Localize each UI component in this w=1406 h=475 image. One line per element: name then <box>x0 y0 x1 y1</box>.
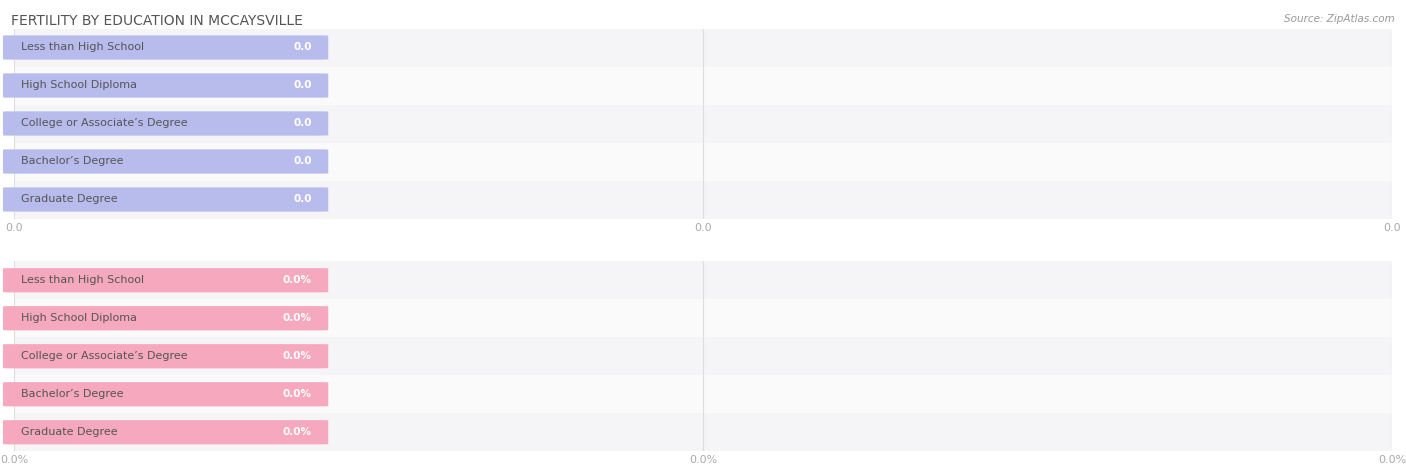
Bar <box>14 337 1392 375</box>
FancyBboxPatch shape <box>3 420 328 444</box>
Text: 0.0%: 0.0% <box>283 351 312 361</box>
Text: 0.0: 0.0 <box>294 42 312 53</box>
Text: Less than High School: Less than High School <box>21 275 143 285</box>
Text: Bachelor’s Degree: Bachelor’s Degree <box>21 389 124 399</box>
FancyBboxPatch shape <box>3 112 328 135</box>
FancyBboxPatch shape <box>3 74 328 97</box>
Bar <box>14 180 1392 218</box>
Bar <box>14 28 1392 66</box>
Text: 0.0: 0.0 <box>294 156 312 167</box>
Bar <box>14 375 1392 413</box>
FancyBboxPatch shape <box>3 268 328 292</box>
Bar <box>14 66 1392 104</box>
Text: College or Associate’s Degree: College or Associate’s Degree <box>21 118 187 129</box>
FancyBboxPatch shape <box>3 150 328 173</box>
Text: 0.0: 0.0 <box>294 194 312 205</box>
Text: 0.0%: 0.0% <box>283 313 312 323</box>
Bar <box>14 299 1392 337</box>
FancyBboxPatch shape <box>3 382 328 406</box>
FancyBboxPatch shape <box>3 36 328 59</box>
FancyBboxPatch shape <box>3 268 328 292</box>
Text: 0.0%: 0.0% <box>283 275 312 285</box>
Text: Graduate Degree: Graduate Degree <box>21 194 118 205</box>
FancyBboxPatch shape <box>3 306 328 330</box>
FancyBboxPatch shape <box>3 188 328 211</box>
Text: Graduate Degree: Graduate Degree <box>21 427 118 437</box>
Text: 0.0: 0.0 <box>294 80 312 91</box>
FancyBboxPatch shape <box>3 188 328 211</box>
Text: Less than High School: Less than High School <box>21 42 143 53</box>
FancyBboxPatch shape <box>3 150 328 173</box>
Text: Bachelor’s Degree: Bachelor’s Degree <box>21 156 124 167</box>
FancyBboxPatch shape <box>3 344 328 368</box>
FancyBboxPatch shape <box>3 74 328 97</box>
Bar <box>14 261 1392 299</box>
FancyBboxPatch shape <box>3 420 328 444</box>
FancyBboxPatch shape <box>3 36 328 59</box>
Text: 0.0%: 0.0% <box>283 427 312 437</box>
Text: 0.0%: 0.0% <box>283 389 312 399</box>
FancyBboxPatch shape <box>3 344 328 368</box>
Text: College or Associate’s Degree: College or Associate’s Degree <box>21 351 187 361</box>
Bar <box>14 142 1392 180</box>
FancyBboxPatch shape <box>3 382 328 406</box>
Text: 0.0: 0.0 <box>294 118 312 129</box>
Text: High School Diploma: High School Diploma <box>21 313 136 323</box>
Text: FERTILITY BY EDUCATION IN MCCAYSVILLE: FERTILITY BY EDUCATION IN MCCAYSVILLE <box>11 14 304 28</box>
FancyBboxPatch shape <box>3 112 328 135</box>
Bar <box>14 413 1392 451</box>
Text: Source: ZipAtlas.com: Source: ZipAtlas.com <box>1284 14 1395 24</box>
Text: High School Diploma: High School Diploma <box>21 80 136 91</box>
FancyBboxPatch shape <box>3 306 328 330</box>
Bar <box>14 104 1392 142</box>
